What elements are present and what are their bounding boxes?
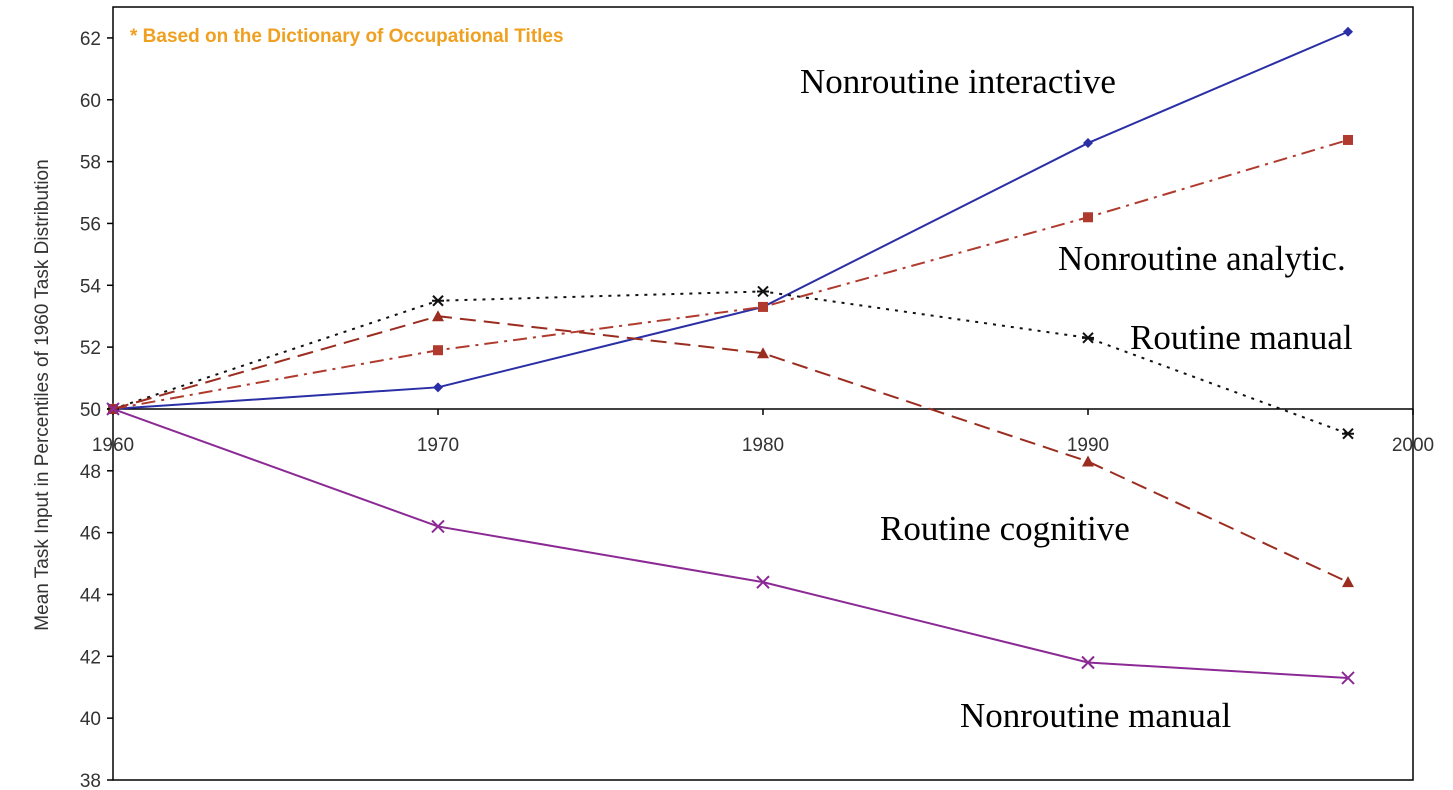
marker bbox=[1343, 26, 1353, 37]
marker bbox=[1342, 576, 1354, 588]
x-tick-label: 1970 bbox=[417, 435, 459, 456]
marker bbox=[757, 347, 769, 359]
marker bbox=[433, 345, 443, 356]
series-label: Routine cognitive bbox=[880, 509, 1130, 548]
marker bbox=[433, 382, 443, 393]
x-tick-label: 1980 bbox=[742, 435, 784, 456]
marker bbox=[1082, 332, 1094, 344]
x-tick-label: 1960 bbox=[92, 435, 134, 456]
y-tick-label: 52 bbox=[80, 338, 101, 359]
series-label: Nonroutine analytic. bbox=[1058, 239, 1346, 278]
y-tick-label: 62 bbox=[80, 29, 101, 50]
marker bbox=[431, 519, 445, 534]
annotation: * Based on the Dictionary of Occupationa… bbox=[130, 26, 564, 47]
y-tick-label: 60 bbox=[80, 91, 101, 112]
x-tick-label: 1990 bbox=[1067, 435, 1109, 456]
y-tick-label: 46 bbox=[80, 524, 101, 545]
y-tick-label: 44 bbox=[80, 585, 102, 606]
series-line bbox=[112, 290, 1349, 435]
series-line bbox=[112, 315, 1349, 584]
marker bbox=[1343, 134, 1353, 145]
y-tick-label: 48 bbox=[80, 462, 101, 483]
marker bbox=[1341, 671, 1355, 685]
series-label: Nonroutine interactive bbox=[800, 62, 1116, 101]
y-tick-label: 38 bbox=[80, 771, 101, 790]
y-axis-label: Mean Task Input in Percentiles of 1960 T… bbox=[32, 159, 53, 630]
marker bbox=[1083, 212, 1093, 223]
series-line bbox=[112, 408, 1349, 679]
marker bbox=[1082, 455, 1094, 467]
marker bbox=[757, 285, 769, 298]
series-label: Routine manual bbox=[1130, 318, 1353, 357]
series-label: Nonroutine manual bbox=[960, 696, 1231, 735]
y-tick-label: 40 bbox=[80, 709, 101, 730]
marker bbox=[758, 301, 768, 312]
y-tick-label: 54 bbox=[80, 276, 102, 297]
marker bbox=[1083, 138, 1093, 149]
y-tick-label: 56 bbox=[80, 214, 101, 235]
marker bbox=[1081, 655, 1095, 670]
y-tick-label: 50 bbox=[80, 400, 101, 421]
marker bbox=[1342, 427, 1354, 440]
marker bbox=[432, 295, 444, 307]
marker bbox=[756, 575, 770, 589]
y-tick-label: 42 bbox=[80, 647, 101, 668]
x-tick-label: 2000 bbox=[1392, 435, 1434, 456]
marker bbox=[106, 402, 120, 416]
plot-frame bbox=[112, 6, 1414, 781]
marker bbox=[432, 310, 444, 322]
y-tick-label: 58 bbox=[80, 153, 101, 174]
